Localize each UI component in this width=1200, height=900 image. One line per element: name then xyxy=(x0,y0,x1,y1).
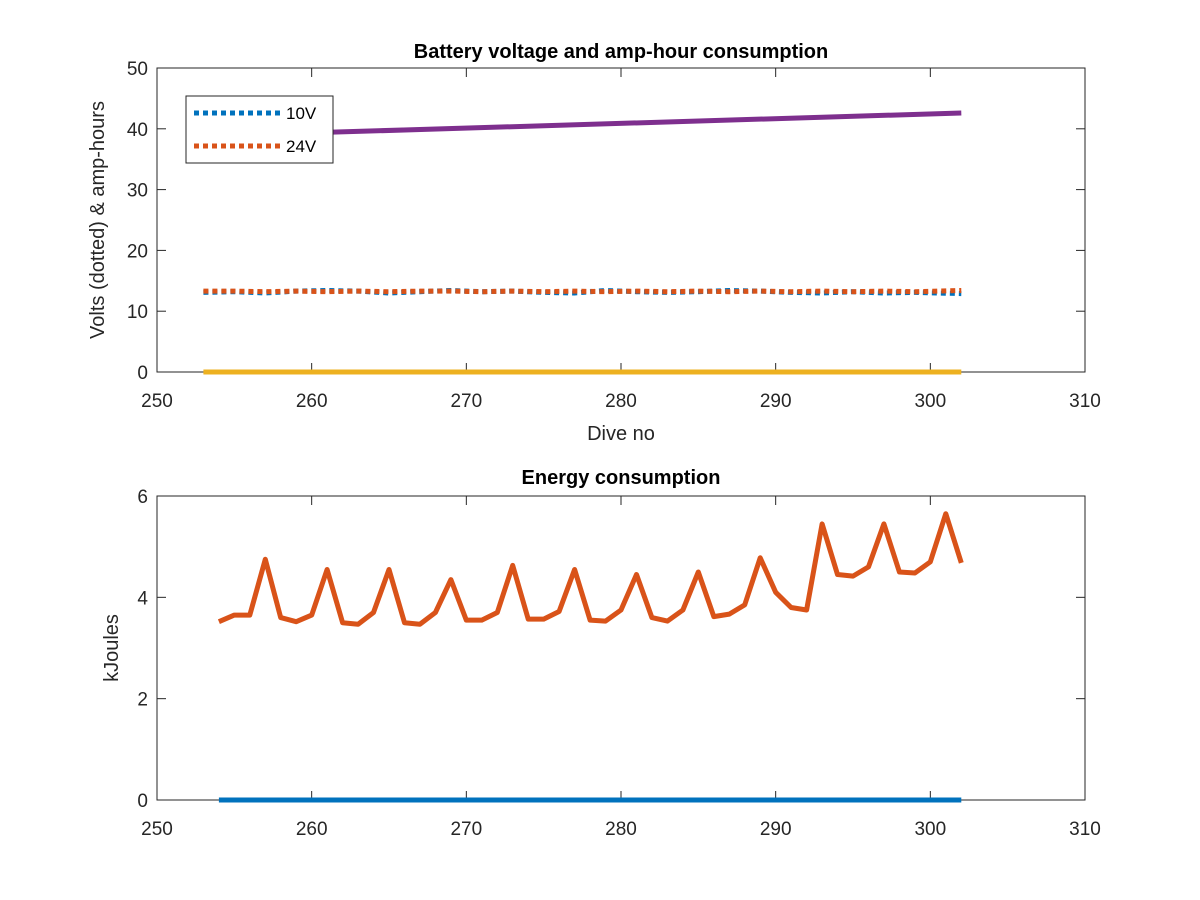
legend-label-24v: 24V xyxy=(286,137,317,156)
y-tick-label: 0 xyxy=(137,363,148,384)
x-tick-label: 250 xyxy=(141,391,173,412)
x-tick-label: 300 xyxy=(914,391,946,412)
x-tick-label: 280 xyxy=(605,819,637,840)
bottom-chart: Energy consumption kJoules 250 260 270 280 2… xyxy=(101,467,1101,840)
x-tick-label: 310 xyxy=(1069,391,1101,412)
x-tick-label: 270 xyxy=(450,391,482,412)
x-tick-label: 290 xyxy=(760,819,792,840)
top-chart: Battery voltage and amp-hour consumption… xyxy=(87,41,1101,445)
bottom-chart-plot-area: 250 260 270 280 290 300 310 0 2 4 6 xyxy=(137,487,1100,840)
top-chart-plot-area: 250 260 270 280 290 300 310 0 10 20 30 40 50 xyxy=(127,59,1101,412)
axes-frame xyxy=(156,495,1086,801)
y-tick-label: 4 xyxy=(137,588,148,609)
legend-box xyxy=(185,95,334,164)
x-tick-label: 310 xyxy=(1069,819,1101,840)
bottom-chart-ylabel: kJoules xyxy=(101,614,123,682)
y-tick-label: 20 xyxy=(127,241,148,262)
x-tick-label: 300 xyxy=(914,819,946,840)
x-tick-label: 290 xyxy=(760,391,792,412)
y-tick-label: 40 xyxy=(127,120,148,141)
top-chart-legend: 10V 24V xyxy=(185,95,334,164)
series-line-24v xyxy=(203,288,962,295)
x-tick-label: 280 xyxy=(605,391,637,412)
y-tick-label: 10 xyxy=(127,302,148,323)
y-tick-label: 6 xyxy=(137,487,148,508)
x-tick-label: 250 xyxy=(141,819,173,840)
y-tick-label: 0 xyxy=(137,791,148,812)
series-line-s0 xyxy=(217,511,964,627)
y-tick-label: 2 xyxy=(137,690,148,711)
x-tick-label: 260 xyxy=(296,819,328,840)
y-tick-label: 30 xyxy=(127,181,148,202)
top-chart-ylabel: Volts (dotted) & amp-hours xyxy=(87,101,109,339)
y-tick-label: 50 xyxy=(127,59,148,80)
x-tick-label: 270 xyxy=(450,819,482,840)
x-tick-label: 260 xyxy=(296,391,328,412)
legend-label-10v: 10V xyxy=(286,104,317,123)
axes-frame xyxy=(156,67,1086,373)
top-chart-title: Battery voltage and amp-hour consumption xyxy=(414,41,828,63)
bottom-chart-title: Energy consumption xyxy=(522,467,721,489)
top-chart-xlabel: Dive no xyxy=(587,423,655,445)
